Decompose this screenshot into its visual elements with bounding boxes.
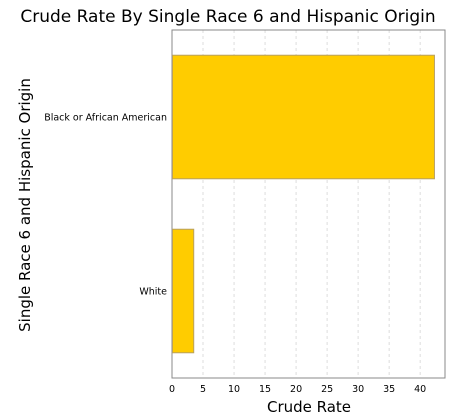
bars <box>172 54 435 354</box>
x-axis-title: Crude Rate <box>267 398 351 416</box>
bar <box>172 54 435 180</box>
x-tick-label: 10 <box>228 384 240 395</box>
y-axis-title: Single Race 6 and Hispanic Origin <box>16 78 34 332</box>
category-label: Black or African American <box>44 113 167 124</box>
x-tick-label: 30 <box>352 384 364 395</box>
plot-frame <box>171 29 446 379</box>
x-tick-label: 15 <box>259 384 271 395</box>
x-tick-label: 40 <box>414 384 426 395</box>
x-tick-label: 5 <box>200 384 206 395</box>
x-tick-label: 35 <box>383 384 395 395</box>
bar <box>172 228 195 354</box>
x-tick-label: 20 <box>290 384 302 395</box>
y-axis-categories: Black or African American White <box>44 113 167 298</box>
chart-title: Crude Rate By Single Race 6 and Hispanic… <box>20 7 435 27</box>
x-axis-ticks: 0 5 10 15 20 25 30 35 40 <box>169 384 426 395</box>
category-label: White <box>139 287 167 298</box>
grid-lines <box>202 30 421 378</box>
x-tick-label: 25 <box>321 384 333 395</box>
x-tick-label: 0 <box>169 384 175 395</box>
